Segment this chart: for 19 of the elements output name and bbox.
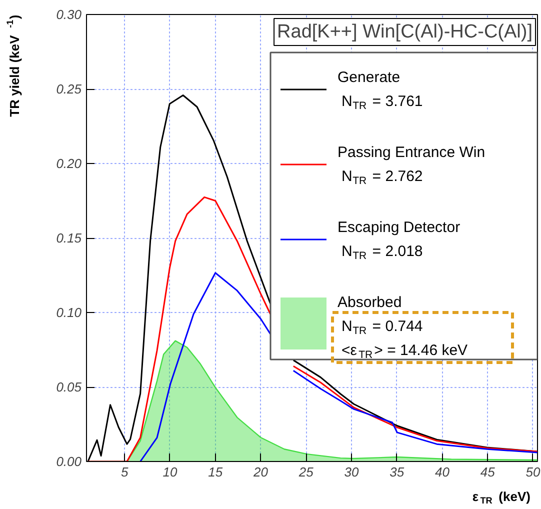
y-tick-label: 0.10	[56, 305, 82, 320]
x-tick-label: 30	[344, 464, 360, 480]
y-axis-title: TR yield (keV-1)	[4, 14, 22, 117]
y-tick-label: 0.30	[56, 7, 82, 22]
x-tick-label: 10	[162, 464, 178, 480]
y-tick-label: 0.25	[56, 82, 82, 96]
x-tick-label: 15	[208, 464, 224, 480]
y-tick-label: 0.15	[56, 230, 82, 246]
x-tick-label: 35	[390, 464, 405, 480]
x-tick-label: 5	[121, 464, 129, 480]
x-tick-label: 25	[298, 464, 314, 480]
y-tick-label: 0.00	[56, 454, 82, 469]
chart-title: Rad[K++] Win[C(Al)-HC-C(Al)]	[277, 22, 533, 42]
x-tick-label: 50	[526, 464, 541, 480]
y-tick-label: 0.05	[56, 380, 82, 394]
x-tick-label: 45	[480, 464, 496, 480]
y-tick-label: 0.20	[56, 156, 82, 171]
x-tick-label: 40	[434, 464, 450, 480]
x-tick-label: 20	[252, 464, 269, 480]
